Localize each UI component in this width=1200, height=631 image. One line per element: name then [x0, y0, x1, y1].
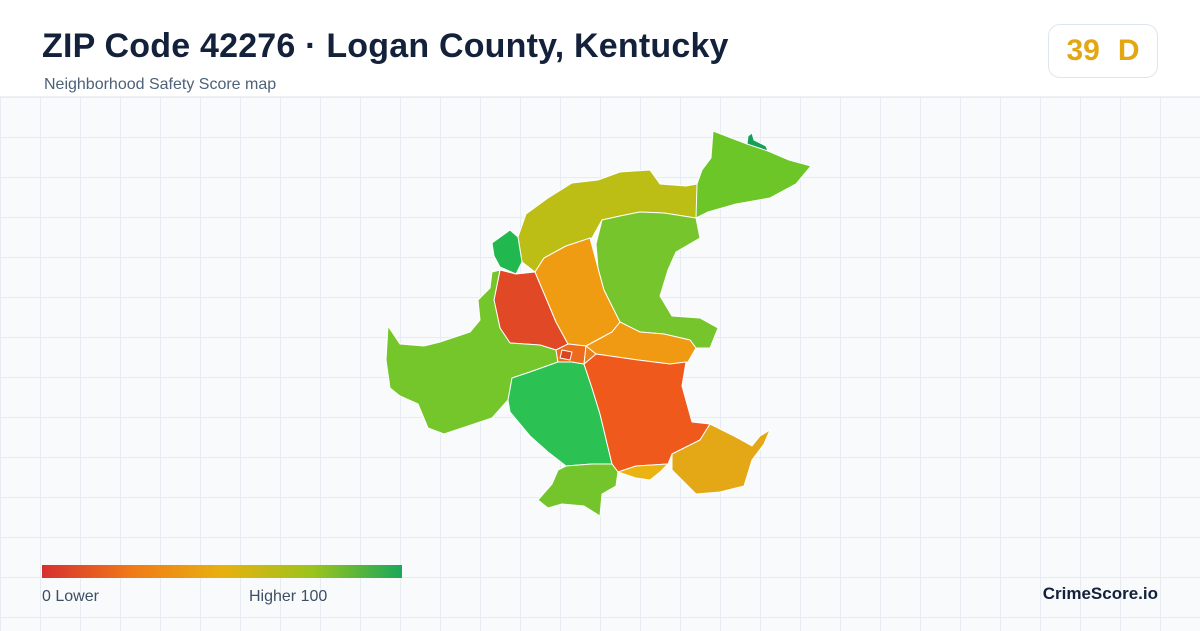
region-downtown-3[interactable]: [559, 349, 573, 361]
header: ZIP Code 42276 · Logan County, Kentucky …: [0, 0, 1200, 96]
region-east-central[interactable]: [595, 211, 719, 349]
score-badge: 39 D: [1048, 24, 1158, 78]
score-grade: D: [1117, 34, 1140, 67]
score-value: 39: [1066, 34, 1100, 67]
region-south-small[interactable]: [617, 463, 669, 481]
brand-logo-text[interactable]: CrimeScore.io: [1042, 584, 1158, 603]
page-title: ZIP Code 42276 · Logan County, Kentucky: [42, 27, 729, 65]
legend-low-label: 0 Lower: [42, 588, 99, 605]
legend-gradient-bar: [42, 565, 402, 578]
page-subtitle: Neighborhood Safety Score map: [44, 76, 277, 93]
region-northeast[interactable]: [695, 130, 812, 219]
legend-high-label: Higher 100: [249, 588, 328, 605]
region-south[interactable]: [537, 463, 619, 517]
region-downtown-2[interactable]: [583, 345, 597, 365]
region-west[interactable]: [385, 269, 559, 435]
region-far-southeast[interactable]: [671, 423, 771, 495]
region-northwest-small[interactable]: [491, 229, 523, 275]
